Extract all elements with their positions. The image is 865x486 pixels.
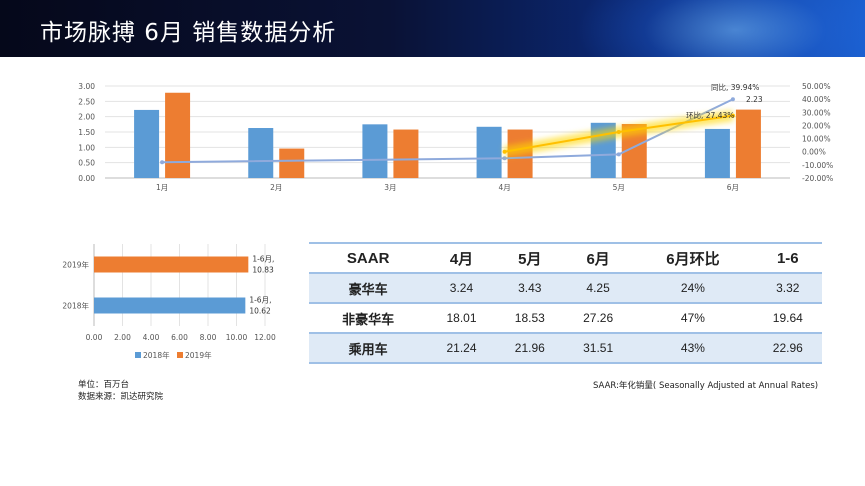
source-note: 数据来源：凯达研究院 (78, 392, 164, 402)
x-tick-label: 2.00 (114, 333, 131, 342)
table-cell: 3.32 (753, 273, 822, 304)
y-tick-label: 2018年 (62, 301, 89, 311)
y-tick-label: 3.00 (78, 82, 95, 91)
table-cell: 22.96 (753, 333, 822, 364)
bar-1月-s1 (165, 92, 191, 178)
table-cell: 27.26 (563, 303, 633, 334)
x-tick-label: 6月 (727, 183, 739, 192)
bar-1月-s0 (134, 109, 160, 178)
x-tick-label: 4月 (498, 183, 510, 192)
mom-point (730, 113, 735, 118)
data-label: 10.62 (249, 307, 271, 316)
table-cell: 乘用车 (309, 333, 428, 364)
y-tick-label: 2019年 (62, 260, 89, 270)
y2-tick-label: 10.00% (802, 135, 831, 144)
unit-note: 单位：百万台 (78, 380, 130, 390)
table-cell: 非豪华车 (309, 303, 428, 334)
table-row: 乘用车 21.24 21.96 31.51 43% 22.96 (309, 333, 822, 364)
bar-6月-s0 (704, 128, 730, 178)
legend-swatch (135, 352, 141, 358)
data-label: 1-6月, (249, 296, 271, 305)
y2-tick-label: 0.00% (802, 148, 826, 157)
table-cell: 43% (632, 333, 754, 364)
saar-note: SAAR:年化销量( Seasonally Adjusted at Annual… (593, 381, 819, 391)
monthly-combo-chart: 3.00 2.50 2.00 1.50 1.00 0.50 0.00 50.00% 40.00… (78, 82, 833, 192)
bar-3月-s0 (362, 124, 388, 178)
yoy-point (730, 97, 735, 102)
table-cell: 24% (632, 273, 754, 304)
legend-label: 2018年 (143, 350, 170, 360)
bar-6月-s1 (735, 109, 761, 178)
table-cell: 豪华车 (309, 273, 428, 304)
y2-tick-label: -10.00% (802, 161, 833, 170)
x-tick-label: 6.00 (171, 333, 188, 342)
table-header-cell: SAAR (309, 242, 428, 274)
table-cell: 31.51 (563, 333, 633, 364)
x-tick-label: 5月 (613, 183, 625, 192)
table-header-cell: 6月环比 (632, 242, 754, 274)
table-cell: 21.24 (427, 333, 496, 364)
legend-label: 2019年 (185, 350, 212, 360)
x-tick-label: 0.00 (86, 333, 103, 342)
y2-tick-label: 30.00% (802, 108, 831, 117)
table-cell: 18.53 (495, 303, 564, 334)
y2-tick-label: 20.00% (802, 121, 831, 130)
x-tick-label: 2月 (270, 183, 282, 192)
y-tick-label: 0.00 (78, 174, 95, 183)
table-row: 非豪华车 18.01 18.53 27.26 47% 19.64 (309, 303, 822, 334)
table-row: 豪华车 3.24 3.43 4.25 24% 3.32 (309, 273, 822, 304)
y2-tick-label: 50.00% (802, 82, 831, 91)
yoy-point (616, 152, 621, 157)
bar-4月-s0 (476, 126, 502, 178)
bar-2月-s1 (279, 148, 305, 178)
table-cell: 18.01 (427, 303, 496, 334)
legend-swatch (177, 352, 183, 358)
bar-jun-label: 2.23 (746, 95, 763, 104)
table-header-cell: 1-6 (753, 242, 822, 274)
x-tick-label: 1月 (156, 183, 168, 192)
x-tick-label: 10.00 (226, 333, 248, 342)
x-tick-label: 12.00 (254, 333, 276, 342)
y-tick-label: 2.50 (78, 97, 95, 106)
table-cell: 21.96 (495, 333, 564, 364)
page-title: 市场脉搏 6月 销售数据分析 (40, 20, 337, 46)
saar-table: SAAR 4月 5月 6月 6月环比 1-6 豪华车 3.24 3.43 4.2… (309, 242, 822, 364)
mom-point (616, 130, 621, 134)
y2-tick-label: 40.00% (802, 95, 831, 104)
mom-point (502, 149, 507, 154)
table-header-cell: 6月 (563, 242, 633, 274)
y-tick-label: 1.00 (78, 143, 95, 152)
hbar-2019年 (94, 256, 249, 273)
bar-2月-s0 (248, 128, 274, 178)
banner-glow (575, 0, 865, 57)
y-tick-label: 0.50 (78, 159, 95, 168)
table-header-cell: 5月 (495, 242, 564, 274)
x-tick-label: 8.00 (200, 333, 217, 342)
table-cell: 3.24 (427, 273, 496, 304)
hbar-2018年 (94, 297, 246, 314)
table-header-row: SAAR 4月 5月 6月 6月环比 1-6 (309, 242, 822, 274)
table-header-cell: 4月 (427, 242, 496, 274)
mom-annotation: 环比, 27.43% (686, 110, 734, 120)
bar-3月-s1 (393, 129, 419, 178)
table-cell: 3.43 (495, 273, 564, 304)
data-label: 10.83 (252, 266, 274, 275)
yoy-point (160, 160, 165, 165)
table-cell: 19.64 (753, 303, 822, 334)
header-banner: 市场脉搏 6月 销售数据分析 (0, 0, 865, 57)
y2-tick-label: -20.00% (802, 174, 833, 183)
table-cell: 47% (632, 303, 754, 334)
data-label: 1-6月, (252, 255, 274, 264)
y-tick-label: 2.00 (78, 113, 95, 122)
x-tick-label: 4.00 (143, 333, 160, 342)
x-tick-label: 3月 (384, 183, 396, 192)
h1-horizontal-bar-chart: 2019年 1-6月, 10.83 2018年 1-6月, 10.62 0.00 2.00 4… (62, 244, 276, 360)
yoy-annotation: 同比, 39.94% (711, 82, 759, 92)
table-cell: 4.25 (563, 273, 633, 304)
y-tick-label: 1.50 (78, 128, 95, 137)
yoy-point (502, 156, 507, 161)
